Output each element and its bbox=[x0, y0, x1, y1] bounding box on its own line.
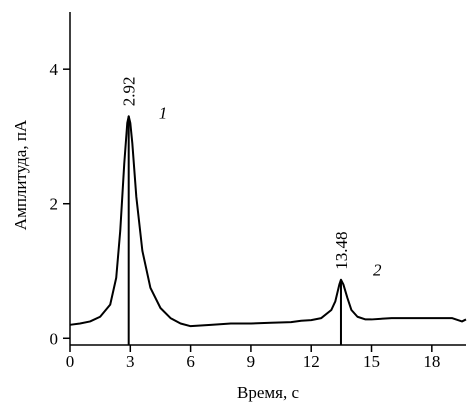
x-tick-label: 15 bbox=[363, 352, 380, 371]
x-tick-label: 9 bbox=[247, 352, 256, 371]
x-axis-label: Время, с bbox=[237, 383, 299, 402]
peak-time-label: 2.92 bbox=[120, 77, 139, 107]
x-tick-label: 18 bbox=[423, 352, 440, 371]
peak-time-label: 13.48 bbox=[332, 231, 351, 269]
y-axis-label: Амплитуда, пА bbox=[11, 119, 30, 230]
x-tick-label: 3 bbox=[126, 352, 135, 371]
peak-number: 2 bbox=[373, 261, 382, 280]
x-tick-label: 6 bbox=[186, 352, 195, 371]
y-tick-label: 4 bbox=[50, 60, 59, 79]
y-tick-label: 0 bbox=[50, 329, 59, 348]
x-tick-label: 0 bbox=[66, 352, 75, 371]
y-tick-label: 2 bbox=[50, 195, 59, 214]
peak-number: 1 bbox=[159, 103, 168, 122]
x-tick-label: 12 bbox=[303, 352, 320, 371]
data-line bbox=[69, 115, 467, 328]
